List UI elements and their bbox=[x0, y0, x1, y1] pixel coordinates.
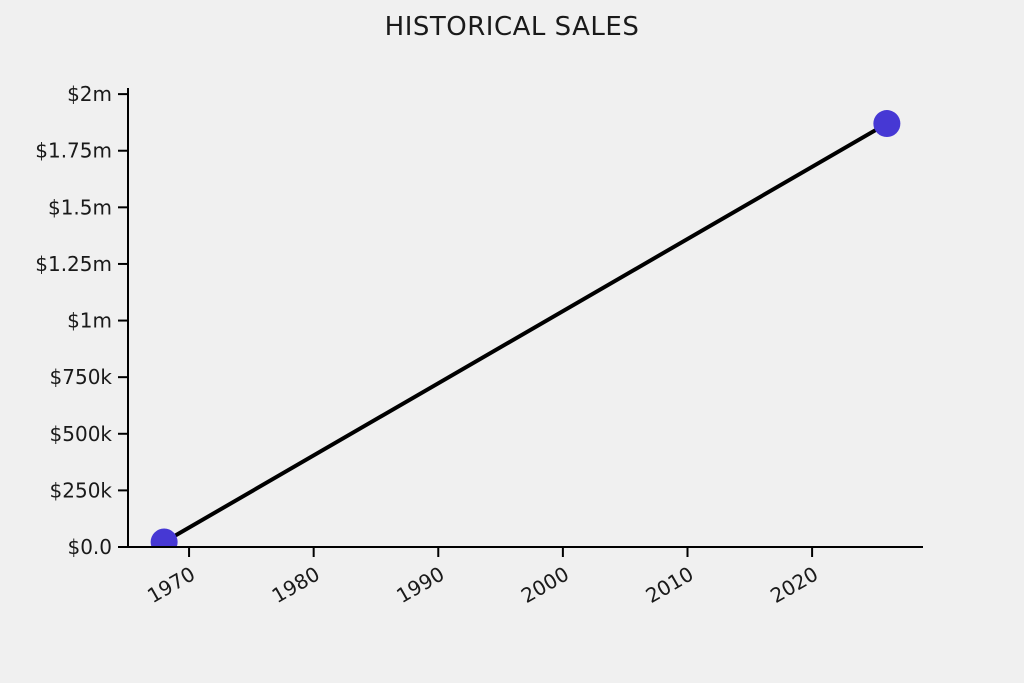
y-tick-label: $0.0 bbox=[67, 535, 112, 559]
x-tick-label: 2010 bbox=[642, 562, 698, 608]
y-tick-label: $750k bbox=[50, 365, 113, 389]
x-tick-label: 1990 bbox=[392, 562, 448, 608]
x-tick-label: 2020 bbox=[766, 562, 822, 608]
x-tick-label: 2000 bbox=[517, 562, 573, 608]
y-tick-label: $1.25m bbox=[35, 252, 112, 276]
y-tick-label: $1.75m bbox=[35, 139, 112, 163]
data-point-marker bbox=[873, 110, 901, 138]
y-tick-label: $500k bbox=[50, 422, 113, 446]
y-tick-label: $1m bbox=[67, 309, 112, 333]
sales-line bbox=[162, 121, 889, 545]
y-tick-label: $250k bbox=[50, 478, 113, 502]
x-tick-label: 1980 bbox=[268, 562, 324, 608]
chart-title: HISTORICAL SALES bbox=[384, 12, 640, 42]
data-point-marker bbox=[150, 528, 178, 547]
x-tick-label: 1970 bbox=[143, 562, 199, 608]
y-tick-label: $2m bbox=[67, 82, 112, 106]
plot-series-group bbox=[150, 110, 901, 547]
y-tick-label: $1.5m bbox=[48, 195, 112, 219]
